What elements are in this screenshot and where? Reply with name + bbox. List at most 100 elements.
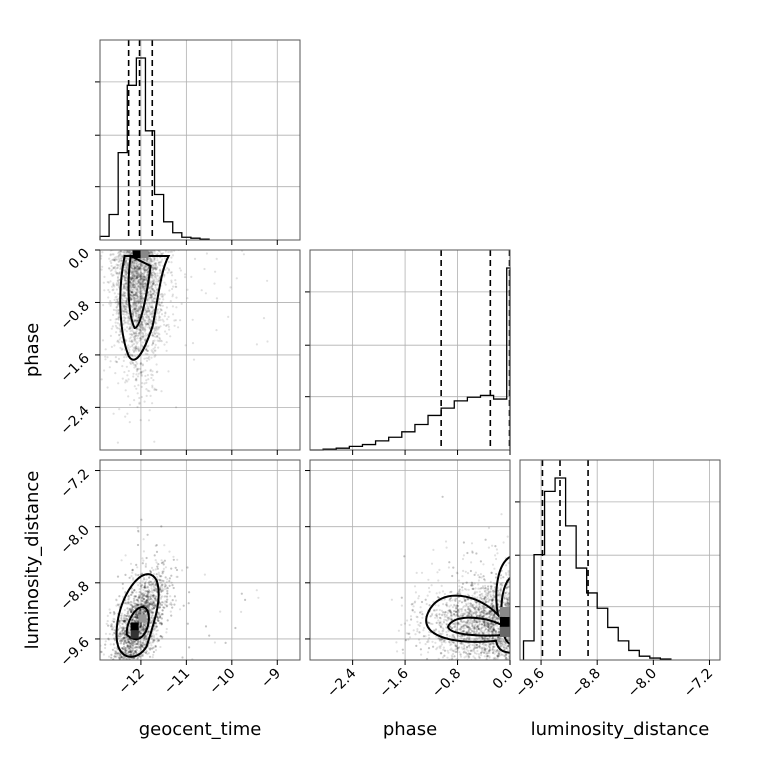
scatter-point — [148, 602, 151, 605]
scatter-point — [143, 638, 147, 641]
scatter-point — [138, 350, 141, 353]
scatter-point — [141, 258, 144, 261]
scatter-point — [127, 601, 130, 604]
scatter-point — [153, 301, 156, 304]
scatter-point — [156, 252, 159, 255]
scatter-point — [136, 656, 139, 659]
scatter-point — [152, 594, 155, 597]
scatter-point — [128, 421, 131, 424]
scatter-point — [145, 274, 148, 277]
scatter-point — [129, 610, 133, 613]
scatter-point — [134, 259, 137, 262]
scatter-point — [138, 281, 141, 284]
scatter-point — [135, 642, 139, 646]
scatter-point — [121, 340, 124, 343]
scatter-point — [141, 280, 144, 283]
scatter-point — [135, 276, 138, 279]
scatter-point — [147, 309, 150, 312]
scatter-point — [133, 297, 136, 300]
scatter-point — [155, 588, 158, 591]
scatter-point — [150, 616, 153, 619]
scatter-point — [118, 334, 121, 337]
scatter-point — [131, 276, 134, 280]
scatter-point — [154, 246, 156, 248]
scatter-point — [208, 634, 211, 637]
scatter-point — [157, 332, 160, 335]
scatter-point — [135, 275, 138, 278]
scatter-point — [145, 600, 148, 603]
scatter-point — [146, 310, 149, 313]
scatter-point — [148, 595, 151, 598]
scatter-point — [126, 251, 130, 254]
scatter-point — [126, 615, 129, 618]
scatter-point — [124, 261, 128, 264]
scatter-point — [124, 268, 127, 272]
scatter-point — [106, 280, 109, 284]
scatter-point — [266, 340, 269, 343]
scatter-point — [117, 311, 121, 314]
scatter-point — [123, 307, 126, 310]
scatter-point — [141, 329, 144, 332]
scatter-point — [137, 529, 140, 532]
scatter-point — [155, 573, 158, 576]
scatter-point — [135, 616, 138, 619]
scatter-point — [169, 250, 172, 253]
scatter-point — [107, 281, 110, 284]
scatter-point — [154, 621, 157, 625]
scatter-point — [156, 637, 159, 640]
scatter-point — [148, 609, 151, 612]
scatter-point — [160, 622, 163, 625]
scatter-point — [140, 622, 143, 625]
scatter-point — [118, 639, 121, 643]
scatter-point — [171, 606, 174, 609]
scatter-point — [147, 326, 150, 329]
scatter-point — [141, 341, 144, 344]
scatter-point — [125, 279, 129, 282]
scatter-point — [150, 273, 153, 276]
scatter-point — [114, 301, 117, 304]
scatter-point — [140, 305, 143, 308]
scatter-point — [227, 315, 230, 318]
scatter-point — [147, 271, 150, 274]
scatter-point — [205, 252, 208, 255]
scatter-point — [129, 247, 131, 249]
scatter-point — [118, 670, 120, 672]
scatter-point — [139, 307, 142, 310]
scatter-point — [148, 311, 151, 314]
scatter-point — [130, 340, 133, 343]
scatter-point — [130, 650, 134, 653]
scatter-point — [134, 293, 137, 296]
scatter-point — [108, 632, 111, 636]
scatter-point — [142, 272, 145, 275]
scatter-point — [193, 257, 197, 260]
scatter-point — [151, 299, 154, 302]
scatter-point — [132, 618, 135, 621]
scatter-point — [113, 258, 116, 261]
scatter-point — [131, 343, 134, 346]
scatter-point — [131, 355, 134, 358]
scatter-point — [135, 247, 137, 249]
scatter-point — [109, 667, 111, 669]
scatter-point — [118, 324, 122, 327]
scatter-point — [123, 285, 126, 288]
scatter-point — [131, 568, 134, 572]
scatter-point — [147, 307, 150, 311]
scatter-point — [186, 622, 189, 625]
scatter-point — [150, 271, 153, 274]
scatter-point — [131, 327, 134, 330]
scatter-point — [146, 633, 149, 636]
scatter-point — [137, 302, 140, 305]
scatter-point — [116, 266, 119, 269]
scatter-point — [145, 347, 148, 351]
scatter-point — [140, 287, 143, 290]
scatter-point — [130, 661, 132, 663]
scatter-point — [141, 557, 144, 560]
scatter-point — [132, 308, 135, 311]
scatter-point — [130, 640, 134, 643]
scatter-point — [137, 267, 140, 270]
scatter-point — [128, 246, 130, 248]
scatter-point — [139, 276, 142, 279]
scatter-point — [158, 272, 161, 275]
scatter-point — [139, 326, 142, 329]
scatter-point — [115, 598, 118, 601]
